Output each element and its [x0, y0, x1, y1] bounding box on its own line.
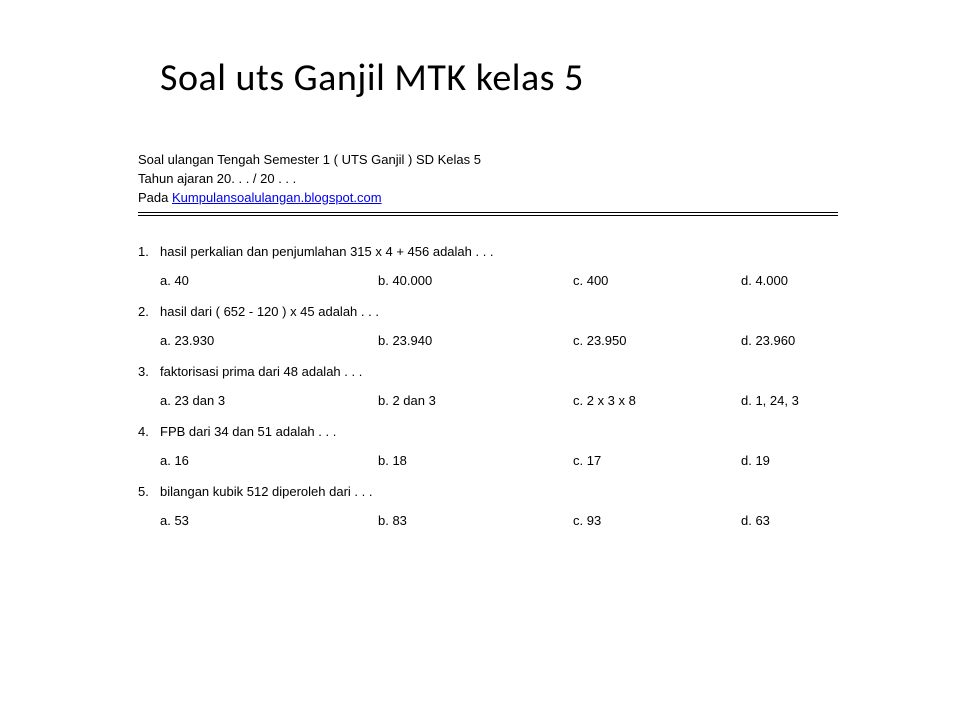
question-number: 2.	[138, 304, 160, 319]
question-number: 1.	[138, 244, 160, 259]
questions-list: 1.hasil perkalian dan penjumlahan 315 x …	[138, 244, 870, 528]
question-item: 3.faktorisasi prima dari 48 adalah . . .…	[138, 364, 870, 408]
question-text: FPB dari 34 dan 51 adalah . . .	[160, 424, 336, 439]
option-c: c. 400	[573, 273, 741, 288]
question-text: hasil dari ( 652 - 120 ) x 45 adalah . .…	[160, 304, 379, 319]
document-header: Soal ulangan Tengah Semester 1 ( UTS Gan…	[138, 151, 870, 208]
option-d: d. 1, 24, 3	[741, 393, 799, 408]
question-number: 4.	[138, 424, 160, 439]
option-d: d. 19	[741, 453, 770, 468]
answer-options: a. 40 b. 40.000 c. 400 d. 4.000	[138, 273, 870, 288]
question-text: faktorisasi prima dari 48 adalah . . .	[160, 364, 362, 379]
option-c: c. 93	[573, 513, 741, 528]
option-c: c. 23.950	[573, 333, 741, 348]
option-b: b. 83	[378, 513, 573, 528]
page-title: Soal uts Ganjil MTK kelas 5	[160, 55, 870, 101]
question-item: 2.hasil dari ( 652 - 120 ) x 45 adalah .…	[138, 304, 870, 348]
option-a: a. 40	[160, 273, 378, 288]
header-source-prefix: Pada	[138, 190, 172, 205]
option-b: b. 40.000	[378, 273, 573, 288]
question-text: bilangan kubik 512 diperoleh dari . . .	[160, 484, 372, 499]
header-line-3: Pada Kumpulansoalulangan.blogspot.com	[138, 189, 870, 208]
option-a: a. 16	[160, 453, 378, 468]
source-link[interactable]: Kumpulansoalulangan.blogspot.com	[172, 190, 382, 205]
question-number: 5.	[138, 484, 160, 499]
option-c: c. 17	[573, 453, 741, 468]
option-b: b. 18	[378, 453, 573, 468]
option-d: d. 63	[741, 513, 770, 528]
header-line-1: Soal ulangan Tengah Semester 1 ( UTS Gan…	[138, 151, 870, 170]
option-d: d. 23.960	[741, 333, 795, 348]
answer-options: a. 16 b. 18 c. 17 d. 19	[138, 453, 870, 468]
question-item: 4.FPB dari 34 dan 51 adalah . . . a. 16 …	[138, 424, 870, 468]
header-line-2: Tahun ajaran 20. . . / 20 . . .	[138, 170, 870, 189]
option-b: b. 23.940	[378, 333, 573, 348]
answer-options: a. 53 b. 83 c. 93 d. 63	[138, 513, 870, 528]
question-item: 1.hasil perkalian dan penjumlahan 315 x …	[138, 244, 870, 288]
question-text: hasil perkalian dan penjumlahan 315 x 4 …	[160, 244, 494, 259]
answer-options: a. 23 dan 3 b. 2 dan 3 c. 2 x 3 x 8 d. 1…	[138, 393, 870, 408]
question-item: 5.bilangan kubik 512 diperoleh dari . . …	[138, 484, 870, 528]
answer-options: a. 23.930 b. 23.940 c. 23.950 d. 23.960	[138, 333, 870, 348]
option-d: d. 4.000	[741, 273, 788, 288]
divider	[138, 212, 838, 216]
option-a: a. 23 dan 3	[160, 393, 378, 408]
option-c: c. 2 x 3 x 8	[573, 393, 741, 408]
option-a: a. 53	[160, 513, 378, 528]
question-number: 3.	[138, 364, 160, 379]
option-a: a. 23.930	[160, 333, 378, 348]
option-b: b. 2 dan 3	[378, 393, 573, 408]
